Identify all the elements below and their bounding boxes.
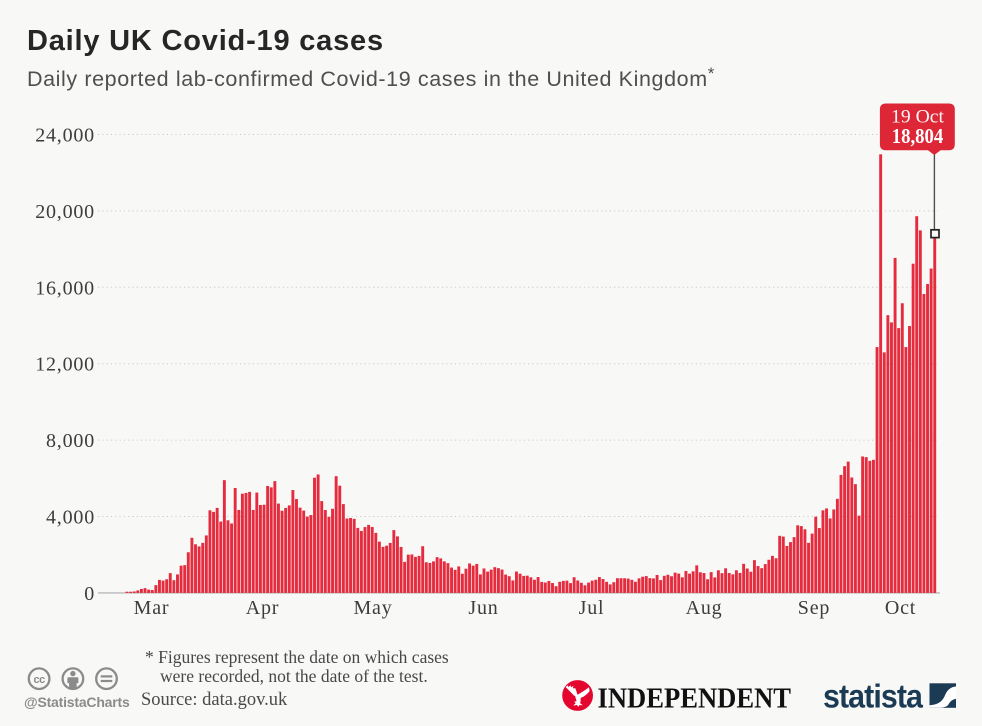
- svg-text:INDEPENDENT: INDEPENDENT: [598, 683, 792, 715]
- svg-text:Oct: Oct: [885, 597, 916, 619]
- svg-text:Jun: Jun: [468, 597, 498, 619]
- svg-text:12,000: 12,000: [35, 354, 95, 376]
- svg-text:18,804: 18,804: [892, 124, 944, 148]
- svg-text:Mar: Mar: [134, 597, 170, 619]
- svg-text:20,000: 20,000: [35, 201, 95, 223]
- svg-text:4,000: 4,000: [46, 507, 95, 529]
- svg-text:Apr: Apr: [246, 597, 280, 619]
- svg-text:8,000: 8,000: [46, 430, 95, 452]
- svg-text:Aug: Aug: [686, 597, 723, 619]
- svg-text:0: 0: [84, 583, 95, 605]
- svg-text:24,000: 24,000: [35, 125, 95, 147]
- svg-text:19 Oct: 19 Oct: [891, 106, 945, 127]
- svg-text:16,000: 16,000: [35, 277, 95, 299]
- svg-text:Sep: Sep: [798, 597, 830, 619]
- svg-text:May: May: [353, 597, 392, 619]
- svg-text:statista: statista: [823, 677, 924, 714]
- svg-text:cc: cc: [33, 674, 45, 686]
- svg-text:Jul: Jul: [579, 597, 605, 619]
